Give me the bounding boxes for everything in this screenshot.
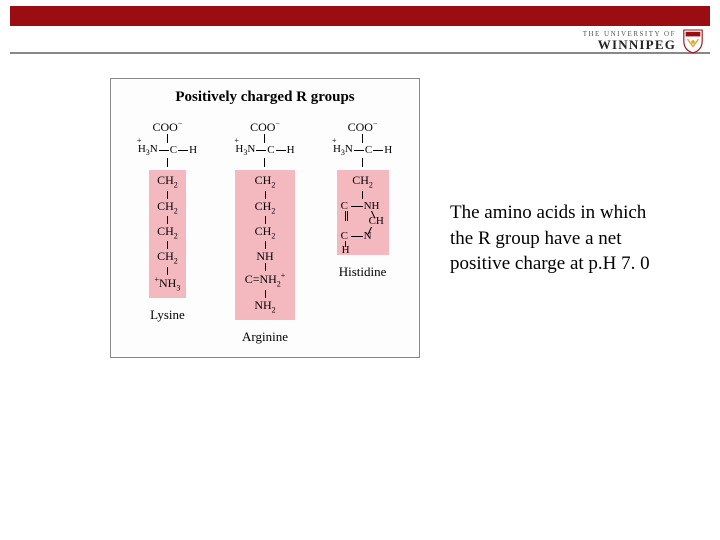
coo-group: COO−	[250, 120, 280, 133]
university-logo: THE UNIVERSITY OF WINNIPEG	[583, 28, 704, 54]
r-group-item: NH	[256, 250, 273, 262]
logo-line2: WINNIPEG	[583, 38, 676, 51]
amino-acid-name: Lysine	[150, 308, 185, 321]
r-group-item: CH2	[255, 200, 276, 215]
alpha-carbon-row: H3N+ CH	[235, 144, 294, 157]
amino-acid-column: COO− H3N+ CH CH2 C NH CH C N H Histid	[333, 120, 392, 278]
amino-backbone: COO− H3N+ CH	[235, 120, 294, 168]
r-group-item: C=NH2+	[245, 272, 286, 288]
amino-acid-name: Arginine	[242, 330, 288, 343]
r-group-item: CH2	[255, 174, 276, 189]
crest-icon	[682, 28, 704, 54]
r-group-item: CH2	[255, 225, 276, 240]
amino-acid-column: COO− H3N+ CH CH2 CH2 CH2 CH2 +NH3 Lysine	[138, 120, 197, 321]
r-group-item: CH2	[157, 225, 178, 240]
alpha-carbon-row: H3N+ CH	[138, 144, 197, 157]
r-group-item: +NH3	[155, 276, 181, 292]
r-group-item: CH2	[157, 174, 178, 189]
imidazole-ring: C NH CH C N H	[341, 201, 385, 249]
r-group-item: NH2	[254, 299, 275, 314]
r-group-box: CH2 CH2 CH2 NH C=NH2+ NH2	[235, 170, 296, 320]
amino-backbone: COO− H3N+ CH	[333, 120, 392, 168]
r-group-item: CH2	[157, 250, 178, 265]
r-group-item: CH2	[352, 174, 373, 189]
amino-backbone: COO− H3N+ CH	[138, 120, 197, 168]
r-group-item: CH2	[157, 200, 178, 215]
amino-acid-figure: Positively charged R groups COO− H3N+ CH…	[110, 78, 420, 358]
r-group-box: CH2 C NH CH C N H	[337, 170, 389, 254]
coo-group: COO−	[348, 120, 378, 133]
amino-acid-name: Histidine	[339, 265, 387, 278]
amino-acid-column: COO− H3N+ CH CH2 CH2 CH2 NH C=NH2+ NH2 Arginin…	[235, 120, 296, 343]
caption-text: The amino acids in which the R group hav…	[450, 200, 670, 277]
alpha-carbon-row: H3N+ CH	[333, 144, 392, 157]
coo-group: COO−	[153, 120, 183, 133]
figure-title: Positively charged R groups	[119, 89, 411, 106]
r-group-box: CH2 CH2 CH2 CH2 +NH3	[149, 170, 187, 298]
header-bar	[10, 6, 710, 26]
content-area: Positively charged R groups COO− H3N+ CH…	[0, 78, 720, 540]
